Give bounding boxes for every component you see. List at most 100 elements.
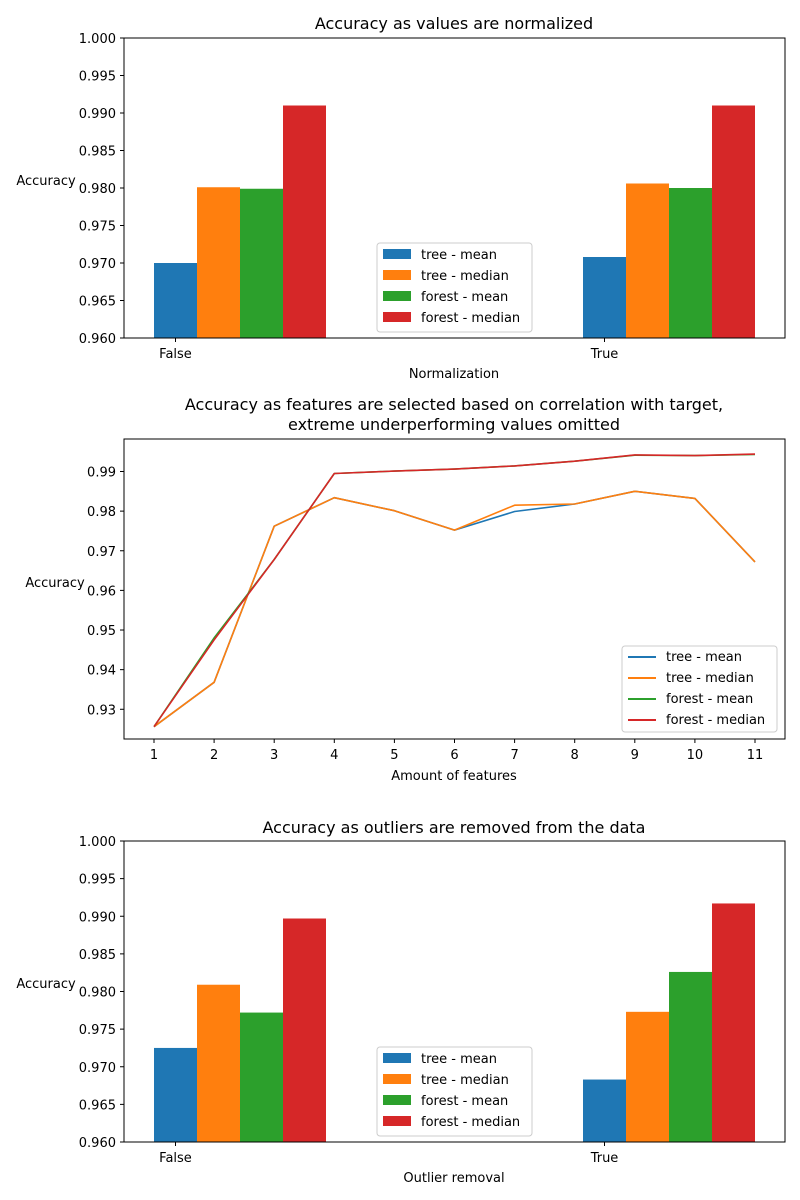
legend-label: forest - mean	[421, 1094, 508, 1109]
x-tick-label: True	[590, 1151, 619, 1166]
legend: tree - mean tree - median forest - mean …	[621, 645, 778, 733]
y-tick-label: 0.970	[79, 1061, 116, 1076]
bar	[669, 971, 712, 1142]
legend-swatch-forest-median	[383, 1116, 411, 1126]
legend-label: tree - median	[421, 1073, 509, 1088]
x-tick-label: 10	[687, 748, 704, 763]
x-tick-label: True	[590, 347, 619, 362]
y-tick-label: 0.995	[79, 70, 116, 85]
chart-title-line-2: extreme underperforming values omitted	[288, 415, 620, 434]
x-tick-label: 7	[510, 748, 518, 763]
legend-swatch-forest-mean	[383, 291, 411, 301]
legend-swatch-tree-median	[383, 1074, 411, 1084]
legend-label: tree - median	[666, 671, 754, 686]
x-tick-label: 5	[390, 748, 398, 763]
y-tick-label: 0.980	[79, 986, 116, 1001]
bar	[583, 257, 626, 338]
bar	[240, 188, 283, 338]
legend-swatch-tree-mean	[383, 249, 411, 259]
bars	[154, 105, 755, 338]
legend-label: forest - median	[421, 1115, 520, 1130]
chart-feature-selection: Accuracy as features are selected based …	[25, 395, 786, 784]
chart-title-line-1: Accuracy as features are selected based …	[185, 395, 723, 414]
legend: tree - mean tree - median forest - mean …	[376, 1046, 533, 1137]
chart-normalization: Accuracy as values are normalized Accura…	[16, 14, 786, 382]
x-tick-label: 8	[571, 748, 579, 763]
legend-label: forest - mean	[421, 290, 508, 305]
y-tick-label: 0.960	[79, 1136, 116, 1151]
legend-box	[621, 645, 778, 733]
plot-frame	[123, 840, 786, 1143]
legend-label: forest - median	[666, 713, 765, 728]
x-tick-label: 6	[450, 748, 458, 763]
y-tick-label: 0.94	[87, 664, 116, 679]
y-tick-label: 0.96	[87, 584, 116, 599]
bar	[154, 1047, 197, 1142]
bar	[669, 188, 712, 338]
bar	[197, 187, 240, 338]
legend-box	[376, 1046, 533, 1137]
x-tick-label: 9	[631, 748, 639, 763]
x-tick-label: 1	[150, 748, 158, 763]
bar	[283, 105, 326, 338]
y-ticks: 0.93 0.94 0.95 0.96 0.97 0.98 0.99	[87, 465, 124, 718]
x-tick-label: False	[159, 347, 192, 362]
legend-swatch-forest-median	[383, 312, 411, 322]
series-line	[153, 453, 756, 728]
y-ticks: 0.960 0.965 0.970 0.975 0.980 0.985 0.990 0.995…	[79, 32, 124, 347]
y-tick-label: 1.000	[79, 835, 116, 850]
y-tick-label: 0.965	[79, 295, 116, 310]
x-axis-label: Outlier removal	[403, 1171, 504, 1186]
x-tick-label: False	[159, 1151, 192, 1166]
x-ticks: False True	[159, 338, 618, 362]
y-axis-label: Accuracy	[16, 977, 76, 992]
legend-label: forest - mean	[666, 692, 753, 707]
x-tick-label: 2	[210, 748, 218, 763]
bar	[197, 984, 240, 1142]
x-tick-label: 4	[330, 748, 338, 763]
y-tick-label: 0.975	[79, 1023, 116, 1038]
y-tick-label: 1.000	[79, 32, 116, 47]
legend-swatch-tree-median	[383, 270, 411, 280]
y-tick-label: 0.95	[87, 624, 116, 639]
bar	[712, 105, 755, 338]
x-ticks: 1 2 3 4 5 6 7 8 9 10 11	[150, 739, 763, 763]
x-axis-label: Normalization	[409, 367, 499, 382]
legend: tree - mean tree - median forest - mean …	[376, 242, 533, 333]
bar	[626, 1011, 669, 1142]
y-tick-label: 0.985	[79, 145, 116, 160]
y-tick-label: 0.990	[79, 910, 116, 925]
legend-box	[376, 242, 533, 333]
bar	[240, 1012, 283, 1142]
y-tick-label: 0.990	[79, 107, 116, 122]
legend-label: tree - mean	[421, 1052, 497, 1067]
plot-frame	[123, 438, 786, 740]
chart-outlier-removal: Accuracy as outliers are removed from th…	[16, 818, 786, 1186]
x-tick-label: 11	[747, 748, 764, 763]
bar	[712, 903, 755, 1142]
bar	[583, 1079, 626, 1142]
y-tick-label: 0.960	[79, 332, 116, 347]
x-tick-label: 3	[270, 748, 278, 763]
y-tick-label: 0.93	[87, 703, 116, 718]
y-tick-label: 0.99	[87, 465, 116, 480]
legend-label: tree - mean	[421, 248, 497, 263]
series-line	[153, 490, 756, 728]
plot-frame	[123, 37, 786, 339]
y-tick-label: 0.975	[79, 220, 116, 235]
chart-title: Accuracy as outliers are removed from th…	[263, 818, 646, 837]
legend-label: forest - median	[421, 311, 520, 326]
y-axis-label: Accuracy	[16, 174, 76, 189]
series-lines	[153, 453, 756, 728]
bars	[154, 903, 755, 1142]
bar	[626, 183, 669, 338]
x-ticks: False True	[159, 1142, 618, 1166]
y-tick-label: 0.985	[79, 948, 116, 963]
y-tick-label: 0.965	[79, 1098, 116, 1113]
y-tick-label: 0.995	[79, 873, 116, 888]
y-tick-label: 0.97	[87, 545, 116, 560]
legend-swatch-tree-mean	[383, 1053, 411, 1063]
legend-label: tree - mean	[666, 650, 742, 665]
y-axis-label: Accuracy	[25, 576, 85, 591]
